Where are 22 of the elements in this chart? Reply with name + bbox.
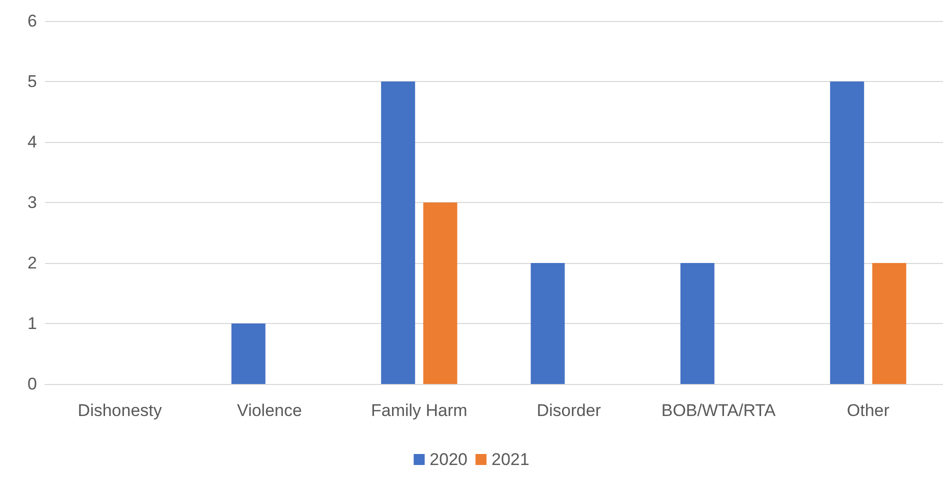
- x-tick-label: Family Harm: [370, 401, 468, 420]
- bar: [231, 324, 266, 384]
- bar: [423, 202, 458, 384]
- y-tick-label: 0: [28, 374, 37, 394]
- legend-label: 2020: [430, 450, 468, 469]
- bar: [872, 263, 906, 384]
- x-tick-label: BOB/WTA/RTA: [661, 401, 776, 420]
- bar: [530, 263, 565, 384]
- y-tick-label: 2: [28, 254, 37, 272]
- x-tick-label: Other: [846, 401, 890, 420]
- x-tick-label: Dishonesty: [78, 401, 162, 420]
- y-tick-label: 6: [28, 12, 37, 30]
- legend-label: 2021: [492, 450, 530, 469]
- y-tick-label: 5: [28, 72, 37, 91]
- bar: [381, 82, 416, 384]
- bar: [830, 82, 864, 384]
- bar: [680, 263, 714, 384]
- y-tick-label: 3: [28, 193, 37, 212]
- x-tick-label: Disorder: [536, 401, 602, 420]
- x-tick-label: Violence: [237, 401, 302, 420]
- y-tick-label: 4: [28, 132, 37, 152]
- y-tick-label: 1: [28, 314, 37, 333]
